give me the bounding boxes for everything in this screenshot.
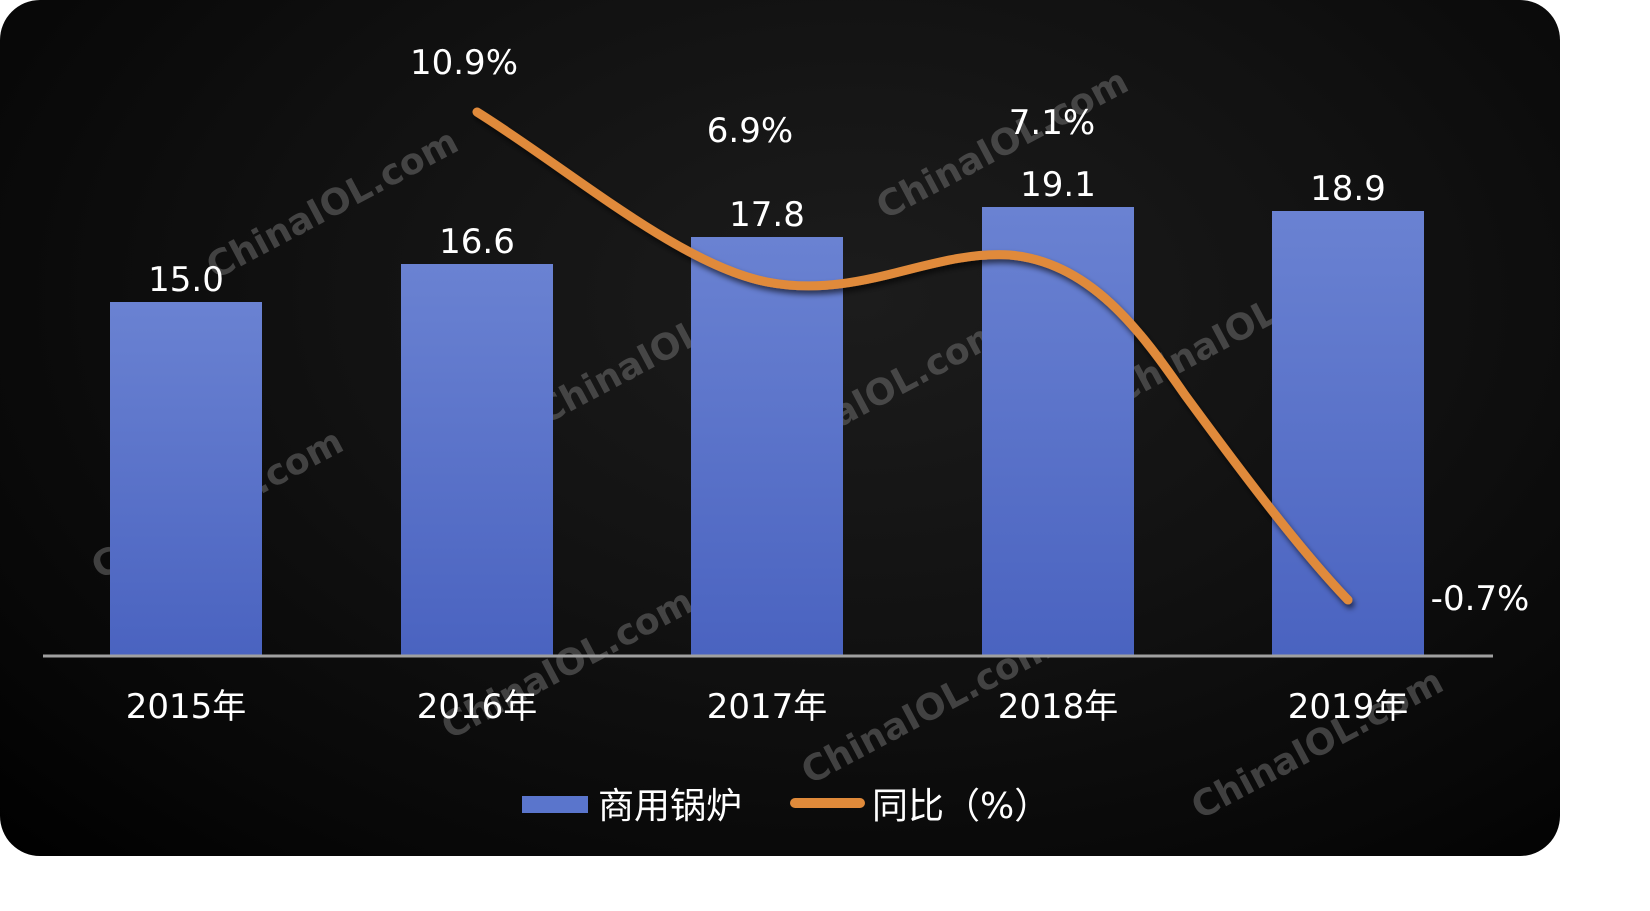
watermark: ChinaIOL.com xyxy=(200,121,465,288)
yoy-line[interactable] xyxy=(472,107,1353,605)
x-tick-label: 2016年 xyxy=(417,687,538,727)
line-value-label: -0.7% xyxy=(1431,579,1530,619)
line-value-label: 6.9% xyxy=(707,111,793,151)
legend-label-bar: 商用锅炉 xyxy=(598,786,742,827)
x-tick-label: 2015年 xyxy=(126,687,247,727)
bar-2018[interactable] xyxy=(982,207,1134,655)
legend-item-line[interactable]: 同比（%） xyxy=(790,786,1050,827)
combo-chart: ChinaIOL.com ChinaIOL.com ChinaIOL.com C… xyxy=(43,43,1529,828)
bar-series xyxy=(110,207,1424,655)
legend: 商用锅炉 同比（%） xyxy=(522,786,1050,827)
line-value-label: 10.9% xyxy=(410,43,518,83)
bar-value-label: 17.8 xyxy=(729,195,805,235)
x-tick-label: 2019年 xyxy=(1288,687,1409,727)
bar-2017[interactable] xyxy=(691,237,843,655)
bar-2015[interactable] xyxy=(110,302,262,655)
legend-label-line: 同比（%） xyxy=(872,786,1050,827)
bar-value-labels: 15.0 16.6 17.8 19.1 18.9 xyxy=(148,165,1386,300)
bar-2016[interactable] xyxy=(401,264,553,655)
bar-value-label: 19.1 xyxy=(1020,165,1096,205)
legend-swatch-bar-icon xyxy=(522,796,588,813)
line-value-label: 7.1% xyxy=(1009,103,1095,143)
bar-value-label: 16.6 xyxy=(439,222,515,262)
bar-value-label: 18.9 xyxy=(1310,169,1386,209)
line-value-labels: 10.9% 6.9% 7.1% -0.7% xyxy=(410,43,1529,619)
chart-frame: ChinaIOL.com ChinaIOL.com ChinaIOL.com C… xyxy=(0,0,1560,856)
legend-item-bar[interactable]: 商用锅炉 xyxy=(522,786,742,827)
bar-value-label: 15.0 xyxy=(148,260,224,300)
x-tick-label: 2017年 xyxy=(707,687,828,727)
x-axis-labels: 2015年 2016年 2017年 2018年 2019年 xyxy=(126,687,1409,727)
bar-2019[interactable] xyxy=(1272,211,1424,655)
x-tick-label: 2018年 xyxy=(998,687,1119,727)
